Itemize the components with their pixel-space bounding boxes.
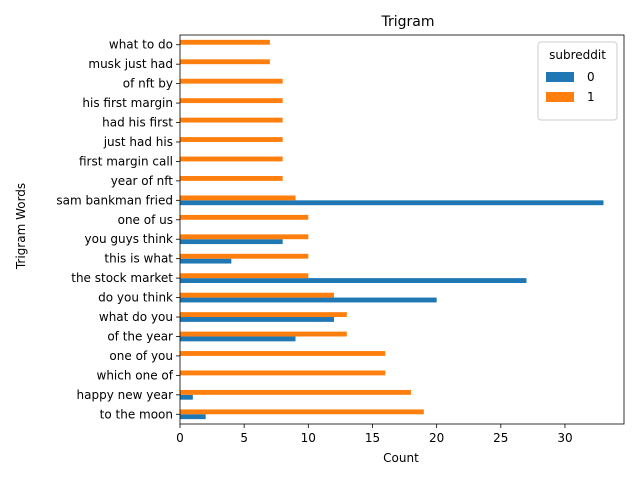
legend-label-1: 1	[587, 90, 595, 104]
x-tick-label-3: 15	[365, 431, 380, 445]
bar-series-1-15	[180, 117, 283, 123]
x-tick-label-1: 5	[240, 431, 248, 445]
y-tick-label-12: year of nft	[111, 174, 174, 188]
x-tick-label-0: 0	[176, 431, 184, 445]
y-tick-label-8: this is what	[104, 252, 173, 266]
y-tick-label-17: of nft by	[123, 77, 173, 91]
bar-series-1-1	[180, 389, 411, 395]
bar-series-1-0	[180, 409, 424, 415]
bar-series-0-8	[180, 258, 232, 264]
bar-series-1-11	[180, 195, 296, 201]
bar-series-0-0	[180, 414, 206, 420]
y-tick-label-5: what do you	[99, 310, 173, 324]
x-axis-label: Count	[383, 451, 419, 465]
axes-frame	[179, 34, 625, 425]
y-tick-label-6: do you think	[98, 291, 173, 305]
bar-series-0-5	[180, 317, 334, 322]
bar-series-1-19	[180, 39, 270, 45]
legend-label-0: 0	[587, 70, 595, 84]
y-tick-label-19: what to do	[109, 38, 173, 52]
y-tick-label-1: happy new year	[77, 388, 174, 402]
bar-series-1-4	[180, 331, 347, 337]
bar-series-1-18	[180, 59, 270, 65]
bar-series-1-14	[180, 137, 283, 142]
x-tick-label-4: 20	[429, 431, 444, 445]
y-tick-label-9: you guys think	[85, 232, 174, 246]
y-tick-label-15: had his first	[102, 116, 173, 130]
plot-area: to the moon happy new year which one of one…	[56, 34, 625, 445]
y-tick-label-10: one of us	[118, 213, 173, 227]
bar-series-1-16	[180, 98, 283, 104]
bar-series-0-1	[180, 394, 193, 400]
x-tick-label-6: 30	[557, 431, 572, 445]
bar-series-1-10	[180, 214, 309, 220]
y-tick-label-13: first margin call	[79, 154, 173, 168]
x-tick-label-2: 10	[301, 431, 316, 445]
legend-swatch-1	[546, 92, 574, 102]
bar-series-1-5	[180, 312, 347, 318]
bar-series-0-4	[180, 336, 296, 342]
legend: subreddit 0 1	[537, 41, 618, 121]
bar-series-0-7	[180, 278, 527, 283]
bar-series-1-13	[180, 156, 283, 162]
y-tick-label-7: the stock market	[71, 271, 173, 285]
y-tick-label-4: of the year	[107, 329, 173, 343]
x-tick-label-5: 25	[493, 431, 508, 445]
y-tick-label-2: which one of	[97, 368, 174, 382]
bar-series-0-6	[180, 297, 437, 303]
y-tick-label-14: just had his	[103, 135, 173, 149]
y-tick-label-11: sam bankman fried	[56, 193, 173, 207]
legend-swatch-0	[546, 72, 574, 82]
legend-title: subreddit	[549, 48, 606, 62]
bar-series-1-17	[180, 78, 283, 84]
chart-title: Trigram	[381, 14, 435, 30]
y-tick-label-3: one of you	[109, 349, 173, 363]
bar-series-0-11	[180, 200, 604, 206]
y-tick-label-0: to the moon	[100, 407, 173, 421]
bar-series-1-9	[180, 234, 309, 240]
bar-series-1-3	[180, 351, 386, 356]
y-axis-label: Trigram Words	[14, 183, 28, 270]
bar-series-1-12	[180, 176, 283, 181]
bar-series-1-6	[180, 292, 334, 298]
bar-series-1-2	[180, 370, 386, 376]
y-tick-label-18: musk just had	[88, 57, 173, 71]
bar-series-0-9	[180, 239, 283, 245]
bar-series-1-7	[180, 273, 309, 279]
bar-series-1-8	[180, 253, 309, 259]
y-tick-label-16: his first margin	[82, 96, 173, 110]
